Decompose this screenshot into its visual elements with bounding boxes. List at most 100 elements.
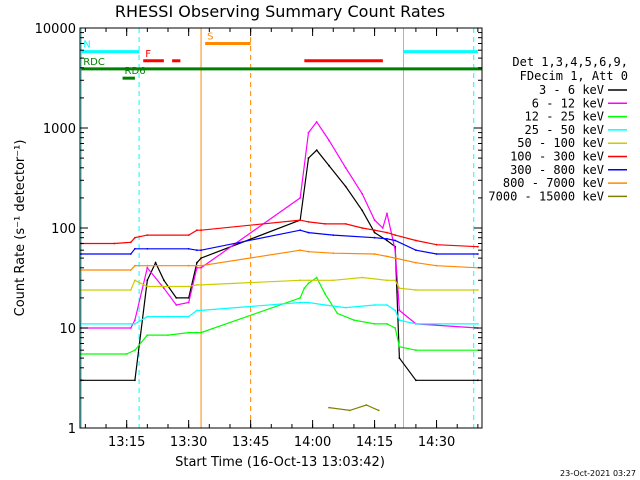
series-point-3-6-kev (307, 157, 310, 160)
series-point-6-12-kev (344, 166, 347, 169)
series-point-100-300-kev (361, 227, 364, 229)
series-point-300-800-kev (299, 229, 302, 232)
series-point-800-7000-kev (200, 264, 203, 267)
series-point-6-12-kev (386, 212, 388, 215)
series-point-25-50-kev (477, 323, 479, 325)
series-point-25-50-kev (398, 319, 401, 321)
series-point-100-300-kev (386, 231, 388, 234)
series-point-50-100-kev (299, 279, 302, 282)
series-point-6-12-kev (394, 249, 397, 252)
series-point-3-6-kev (175, 297, 178, 299)
legend-label-100-300-kev: 100 - 300 keV (510, 150, 604, 164)
x-tick-label: 13:45 (232, 435, 269, 450)
series-point-3-6-kev (154, 261, 157, 264)
series-point-100-300-kev (324, 223, 326, 225)
series-point-3-6-kev (373, 231, 376, 234)
series-point-12-25-kev (196, 331, 198, 334)
legend-label-300-800-kev: 300 - 800 keV (510, 163, 604, 177)
series-point-25-50-kev (386, 304, 388, 306)
series-point-25-50-kev (187, 315, 190, 318)
legend: Det 1,3,4,5,6,9,FDecim 1, Att 03 - 6 keV… (488, 55, 628, 203)
series-point-6-12-kev (398, 309, 401, 312)
series-line-6-12-kev (81, 120, 478, 329)
series-layer (80, 120, 479, 412)
flag-label-f: F (145, 49, 151, 60)
series-point-800-7000-kev (373, 253, 376, 255)
series-point-800-7000-kev (415, 261, 417, 264)
series-point-12-25-kev (134, 349, 136, 352)
series-point-800-7000-kev (80, 269, 83, 271)
series-point-800-7000-kev (386, 255, 388, 258)
series-point-3-6-kev (328, 164, 330, 167)
series-point-300-800-kev (129, 253, 132, 255)
series-point-50-100-kev (332, 279, 335, 282)
y-tick-label: 100 (51, 222, 76, 237)
series-point-50-100-kev (415, 289, 417, 291)
series-line-50-100-kev (81, 276, 478, 291)
series-point-800-7000-kev (146, 264, 149, 267)
series-point-300-800-kev (307, 231, 310, 234)
series-point-25-50-kev (344, 306, 347, 309)
series-point-100-300-kev (415, 239, 417, 242)
series-line-25-50-kev (81, 301, 478, 325)
series-point-12-25-kev (80, 353, 83, 355)
series-point-7000-15000-kev (328, 406, 330, 409)
series-point-6-12-kev (134, 319, 136, 321)
series-point-100-300-kev (344, 223, 347, 225)
series-point-300-800-kev (332, 234, 335, 237)
series-point-300-800-kev (435, 253, 438, 255)
series-point-12-25-kev (353, 319, 355, 321)
series-point-800-7000-kev (435, 264, 438, 267)
y-tick-label: 1000 (43, 122, 76, 137)
series-point-6-12-kev (175, 304, 178, 306)
series-point-6-12-kev (315, 121, 318, 123)
series-point-800-7000-kev (187, 264, 190, 267)
vertical-marker-layer (80, 28, 475, 428)
series-point-25-50-kev (129, 323, 132, 325)
series-point-6-12-kev (361, 192, 364, 195)
series-point-7000-15000-kev (348, 409, 351, 412)
series-point-50-100-kev (398, 287, 401, 290)
series-point-7000-15000-kev (365, 404, 368, 406)
series-point-800-7000-kev (299, 249, 302, 252)
x-tick-label: 13:15 (108, 435, 145, 450)
series-point-50-100-kev (134, 279, 136, 282)
series-point-12-25-kev (299, 297, 302, 299)
series-point-12-25-kev (200, 331, 203, 334)
chart-title: RHESSI Observing Summary Count Rates (115, 2, 445, 21)
series-point-50-100-kev (361, 276, 364, 279)
x-tick-label: 13:30 (170, 435, 207, 450)
series-point-25-50-kev (134, 323, 136, 325)
series-point-6-12-kev (328, 139, 330, 142)
series-point-3-6-kev (315, 149, 318, 152)
series-point-300-800-kev (196, 249, 198, 252)
series-line-100-300-kev (81, 219, 478, 248)
series-point-7000-15000-kev (377, 409, 380, 412)
series-point-300-800-kev (477, 253, 479, 255)
series-point-12-25-kev (373, 323, 376, 325)
generation-timestamp: 23-Oct-2021 03:27 (560, 469, 636, 478)
series-point-100-300-kev (477, 245, 479, 248)
series-point-300-800-kev (80, 253, 83, 255)
series-point-25-50-kev (80, 323, 83, 325)
x-tick-label: 14:00 (294, 435, 331, 450)
series-point-12-25-kev (398, 345, 401, 348)
series-point-300-800-kev (146, 247, 149, 250)
legend-label-6-12-kev: 6 - 12 keV (532, 96, 604, 110)
series-point-50-100-kev (146, 285, 149, 288)
series-point-300-800-kev (134, 247, 136, 250)
series-point-800-7000-kev (394, 257, 397, 259)
series-point-6-12-kev (163, 287, 165, 290)
series-point-25-50-kev (146, 315, 149, 318)
flag-bar-layer: N F S RDC RD6 (81, 31, 482, 80)
flag-label-rdc: RDC (83, 57, 105, 68)
series-point-25-50-kev (324, 304, 326, 306)
series-point-800-7000-kev (307, 250, 310, 253)
series-point-12-25-kev (415, 349, 417, 352)
y-tick-label: 10 (59, 322, 76, 337)
series-point-50-100-kev (129, 289, 132, 291)
flag-label-rd6: RD6 (125, 66, 146, 77)
series-point-6-12-kev (146, 266, 149, 269)
series-point-3-6-kev (134, 379, 136, 382)
x-axis-label: Start Time (16-Oct-13 13:03:42) (175, 455, 385, 470)
